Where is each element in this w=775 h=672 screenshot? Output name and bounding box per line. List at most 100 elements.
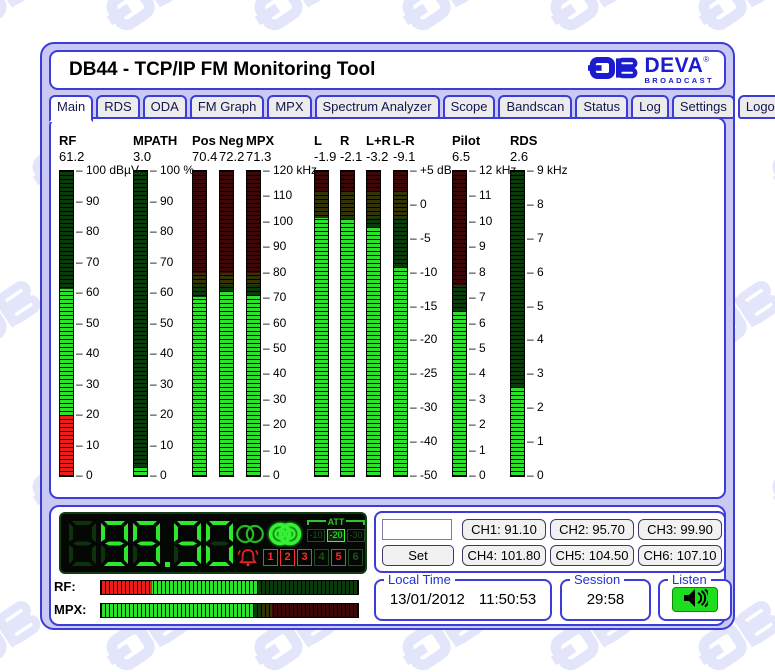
stereo-indicator-icon [267, 519, 303, 554]
meter-value-rds: 2.6 [510, 149, 529, 164]
meter-value-r: -2.1 [340, 149, 363, 164]
meter-bar-mpx [246, 170, 261, 477]
set-button[interactable]: Set [382, 545, 454, 566]
hbar-label-mpx: MPX: [54, 602, 87, 617]
alarm-indicator-2: 2 [280, 549, 295, 566]
logo-brand: DEVA [644, 54, 704, 78]
meter-label-mpath: MPATH [133, 133, 178, 148]
tab-bandscan[interactable]: Bandscan [498, 95, 573, 119]
meter-label-l: L [314, 133, 322, 148]
meter-label-neg: Neg [219, 133, 244, 148]
channel-button-5[interactable]: CH5: 104.50 [550, 545, 634, 566]
hbar-mpx [100, 603, 359, 618]
tab-spectrum-analyzer[interactable]: Spectrum Analyzer [314, 95, 440, 119]
meter-value-l-r: -9.1 [393, 149, 416, 164]
att-option-minus20: -20 [327, 529, 345, 542]
frequency-input[interactable] [382, 519, 452, 540]
attenuator-indicator: ATT -10 -20 -30 [307, 517, 366, 542]
channel-button-6[interactable]: CH6: 107.10 [638, 545, 722, 566]
meter-bar-neg [219, 170, 234, 477]
att-label: ATT [327, 517, 345, 527]
alarm-indicator-3: 3 [297, 549, 312, 566]
meter-value-mpx: 71.3 [246, 149, 272, 164]
db-watermark-icon [393, 0, 498, 44]
tuner-panel: Set CH1: 91.10 CH2: 95.70 CH3: 99.90 CH4: 1… [374, 511, 726, 573]
alarm-indicator-5: 5 [331, 549, 346, 566]
hbar-rf [100, 580, 359, 595]
db-watermark-icon [245, 0, 350, 44]
deva-logo: DEVA ® BROADCAST [588, 55, 714, 86]
seg-digit [174, 521, 201, 566]
tab-oda[interactable]: ODA [142, 95, 187, 119]
db-logo-icon [588, 55, 640, 86]
seg-digit [133, 521, 160, 566]
meter-bar-l-r [366, 170, 381, 477]
logo-subtitle: BROADCAST [644, 76, 714, 86]
tab-main[interactable]: Main [49, 95, 94, 122]
meter-label-rf: RF [59, 133, 77, 148]
db-watermark-icon [763, 111, 775, 205]
meter-value-neg: 72.2 [219, 149, 245, 164]
alarm-indicator-6: 6 [348, 549, 363, 566]
alarm-indicator-1: 1 [263, 549, 278, 566]
meter-bar-mpath [133, 170, 148, 477]
meter-label-rds: RDS [510, 133, 538, 148]
listen-group: Listen [658, 573, 732, 621]
tab-mpx[interactable]: MPX [267, 95, 312, 119]
hbar-label-rf: RF: [54, 579, 76, 594]
session-timer-value: 29:58 [586, 590, 625, 608]
tab-rds[interactable]: RDS [96, 95, 140, 119]
meter-bar-l [314, 170, 329, 477]
listen-label: Listen [672, 572, 707, 587]
meter-bar-pos [192, 170, 207, 477]
meter-bar-rds [510, 170, 525, 477]
db-watermark-icon [97, 0, 202, 44]
meter-bar-rf [59, 170, 74, 477]
db-watermark-icon [689, 591, 775, 672]
local-date-value: 13/01/2012 [389, 590, 465, 608]
speaker-icon [682, 588, 711, 611]
alarm-bell-icon [236, 547, 260, 574]
seg-digit [101, 521, 128, 566]
channel-button-3[interactable]: CH3: 99.90 [638, 519, 722, 540]
tab-status[interactable]: Status [575, 95, 629, 119]
meter-value-mpath: 3.0 [133, 149, 152, 164]
meter-bar-r [340, 170, 355, 477]
tab-logout[interactable]: Logout [737, 95, 775, 119]
channel-button-1[interactable]: CH1: 91.10 [462, 519, 546, 540]
att-option-minus30: -30 [347, 529, 365, 542]
channel-button-4[interactable]: CH4: 101.80 [462, 545, 546, 566]
meter-label-mpx: MPX [246, 133, 275, 148]
mono-indicator-icon [235, 522, 265, 551]
db-watermark-icon [763, 431, 775, 525]
db-watermark-icon [541, 0, 646, 44]
tab-scope[interactable]: Scope [442, 95, 496, 119]
meter-value-pos: 70.4 [192, 149, 218, 164]
tab-settings[interactable]: Settings [671, 95, 735, 119]
tab-fm-graph[interactable]: FM Graph [189, 95, 265, 119]
meter-bar-pilot [452, 170, 467, 477]
alarm-indicator-4: 4 [314, 549, 329, 566]
channel-button-2[interactable]: CH2: 95.70 [550, 519, 634, 540]
tab-log[interactable]: Log [631, 95, 669, 119]
db-watermark-icon [0, 271, 53, 365]
meter-value-pilot: 6.5 [452, 149, 471, 164]
seg-digit [206, 521, 233, 566]
listen-button[interactable] [672, 587, 718, 612]
meter-label-pos: Pos [192, 133, 216, 148]
meter-value-l-r: -3.2 [366, 149, 389, 164]
app-window: DB44 - TCP/IP FM Monitoring Tool DEVA ® … [40, 42, 775, 630]
header-bar: DB44 - TCP/IP FM Monitoring Tool DEVA ® … [49, 50, 726, 90]
logo-registered-mark: ® [703, 55, 710, 65]
local-time-value: 11:50:53 [478, 590, 537, 608]
page-title: DB44 - TCP/IP FM Monitoring Tool [69, 59, 376, 80]
meters-panel: RF 61.2– 100 dBµV – 90– 80– 70– 60– 50– 40… [49, 117, 726, 499]
meter-label-l-r: L+R [366, 133, 391, 148]
meter-bar-l-r [393, 170, 408, 477]
db-watermark-icon [689, 0, 775, 44]
local-time-group: Local Time 13/01/2012 11:50:53 [374, 573, 552, 621]
tab-bar: Main RDS ODA FM Graph MPX Spectrum Analyzer Sc… [49, 95, 775, 122]
